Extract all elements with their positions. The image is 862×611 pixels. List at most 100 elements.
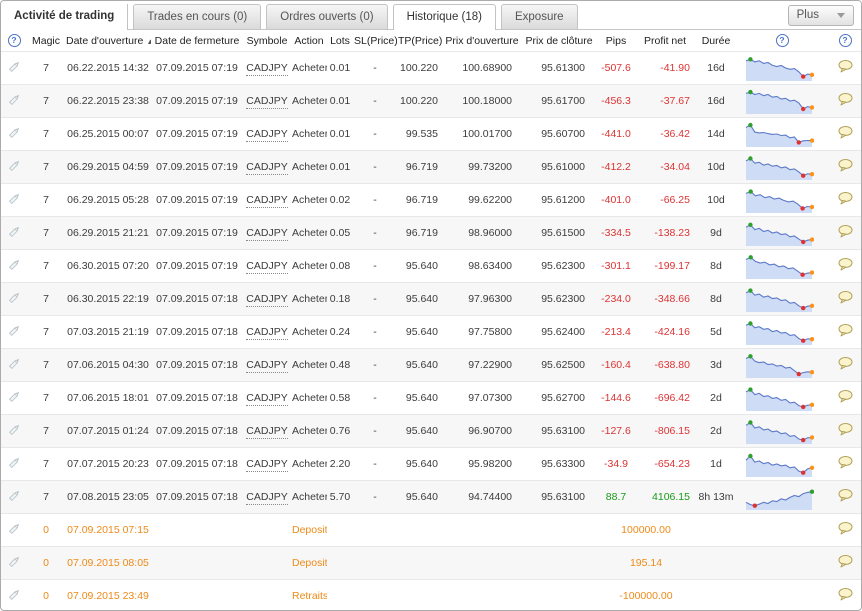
tag-icon[interactable]	[7, 258, 21, 275]
duration-cell: 16d	[695, 85, 737, 118]
symbol-link[interactable]: CADJPY	[246, 128, 287, 142]
symbol-link[interactable]: CADJPY	[246, 227, 287, 241]
symbol-link[interactable]: CADJPY	[246, 458, 287, 472]
tab-historique-18[interactable]: Historique (18)	[393, 4, 496, 30]
open-date-cell: 07.07.2015 20:23	[65, 448, 151, 481]
comment-icon[interactable]	[838, 126, 853, 142]
lots-cell: 0.08	[327, 250, 353, 283]
help-icon[interactable]: ?	[8, 34, 21, 47]
more-dropdown-label: Plus	[797, 9, 819, 21]
column-header[interactable]: TP(Price)	[397, 30, 443, 52]
profit-sparkline-chart[interactable]	[744, 485, 814, 511]
symbol-link[interactable]: CADJPY	[246, 326, 287, 340]
comment-icon[interactable]	[838, 225, 853, 241]
symbol-link[interactable]: CADJPY	[246, 62, 287, 76]
comment-icon[interactable]	[838, 258, 853, 274]
symbol-link[interactable]: CADJPY	[246, 293, 287, 307]
tab-activit-de-trading[interactable]: Activité de trading	[1, 4, 128, 30]
symbol-link[interactable]: CADJPY	[246, 194, 287, 208]
tag-icon[interactable]	[7, 489, 21, 506]
comment-icon[interactable]	[838, 291, 853, 307]
profit-sparkline-chart[interactable]	[744, 188, 814, 214]
column-header[interactable]: Prix d'ouverture	[443, 30, 521, 52]
close-date-cell: 07.09.2015 07:19	[151, 250, 243, 283]
tag-icon[interactable]	[7, 390, 21, 407]
more-dropdown-button[interactable]: Plus	[788, 5, 854, 26]
help-icon[interactable]: ?	[839, 34, 852, 47]
column-header[interactable]: Pips	[597, 30, 635, 52]
symbol-link[interactable]: CADJPY	[246, 392, 287, 406]
comment-icon[interactable]	[838, 159, 853, 175]
comment-icon[interactable]	[838, 390, 853, 406]
tag-icon[interactable]	[7, 93, 21, 110]
lots-cell: 0.48	[327, 349, 353, 382]
profit-sparkline-chart[interactable]	[744, 56, 814, 82]
tp-cell: 95.640	[397, 415, 443, 448]
column-header[interactable]: SL(Price)	[353, 30, 397, 52]
comment-icon[interactable]	[838, 555, 853, 571]
comment-icon[interactable]	[838, 324, 853, 340]
symbol-link[interactable]: CADJPY	[246, 491, 287, 505]
comment-icon[interactable]	[838, 588, 853, 604]
tag-icon[interactable]	[7, 225, 21, 242]
tab-trades-en-cours-0[interactable]: Trades en cours (0)	[133, 4, 261, 29]
comment-icon[interactable]	[838, 456, 853, 472]
tag-icon[interactable]	[7, 588, 21, 605]
symbol-link[interactable]: CADJPY	[246, 359, 287, 373]
tag-icon[interactable]	[7, 357, 21, 374]
tag-icon[interactable]	[7, 423, 21, 440]
empty-cell	[443, 547, 521, 580]
column-header[interactable]: Durée	[695, 30, 737, 52]
column-header[interactable]: Date d'ouverture▲	[65, 30, 151, 52]
profit-sparkline-chart[interactable]	[744, 320, 814, 346]
column-header[interactable]: Date de fermeture	[151, 30, 243, 52]
profit-sparkline-chart[interactable]	[744, 254, 814, 280]
comment-icon[interactable]	[838, 192, 853, 208]
comment-icon[interactable]	[838, 522, 853, 538]
profit-sparkline-chart[interactable]	[744, 452, 814, 478]
profit-sparkline-chart[interactable]	[744, 353, 814, 379]
tag-icon[interactable]	[7, 555, 21, 572]
action-cell: Acheter	[291, 217, 327, 250]
column-header[interactable]: Lots	[327, 30, 353, 52]
column-header[interactable]: Prix de clôture	[521, 30, 597, 52]
comment-cell	[827, 415, 862, 448]
help-icon[interactable]: ?	[776, 34, 789, 47]
comment-icon[interactable]	[838, 489, 853, 505]
comment-cell	[827, 283, 862, 316]
profit-sparkline-chart[interactable]	[744, 122, 814, 148]
tab-ordres-ouverts-0[interactable]: Ordres ouverts (0)	[266, 4, 387, 29]
comment-icon[interactable]	[838, 93, 853, 109]
profit-sparkline-chart[interactable]	[744, 89, 814, 115]
open-date-cell: 07.06.2015 18:01	[65, 382, 151, 415]
tag-icon[interactable]	[7, 126, 21, 143]
symbol-link[interactable]: CADJPY	[246, 95, 287, 109]
symbol-link[interactable]: CADJPY	[246, 425, 287, 439]
tag-icon[interactable]	[7, 456, 21, 473]
tag-icon[interactable]	[7, 291, 21, 308]
tag-icon[interactable]	[7, 60, 21, 77]
tag-icon[interactable]	[7, 159, 21, 176]
profit-sparkline-chart[interactable]	[744, 386, 814, 412]
close-date-cell: 07.09.2015 07:18	[151, 415, 243, 448]
cash-amount-cell: 195.14	[597, 547, 695, 580]
comment-icon[interactable]	[838, 60, 853, 76]
comment-icon[interactable]	[838, 357, 853, 373]
profit-sparkline-chart[interactable]	[744, 419, 814, 445]
tag-icon[interactable]	[7, 522, 21, 539]
symbol-link[interactable]: CADJPY	[246, 161, 287, 175]
tab-exposure[interactable]: Exposure	[501, 4, 578, 29]
profit-sparkline-chart[interactable]	[744, 221, 814, 247]
column-header[interactable]: Profit net	[635, 30, 695, 52]
column-header[interactable]: Action	[291, 30, 327, 52]
comment-icon[interactable]	[838, 423, 853, 439]
open-date-cell: 06.30.2015 22:19	[65, 283, 151, 316]
profit-sparkline-chart[interactable]	[744, 155, 814, 181]
tag-icon[interactable]	[7, 192, 21, 209]
symbol-link[interactable]: CADJPY	[246, 260, 287, 274]
tag-icon[interactable]	[7, 324, 21, 341]
profit-sparkline-chart[interactable]	[744, 287, 814, 313]
column-header[interactable]: Symbole	[243, 30, 291, 52]
column-header[interactable]: Magic	[27, 30, 65, 52]
tp-cell: 95.640	[397, 283, 443, 316]
